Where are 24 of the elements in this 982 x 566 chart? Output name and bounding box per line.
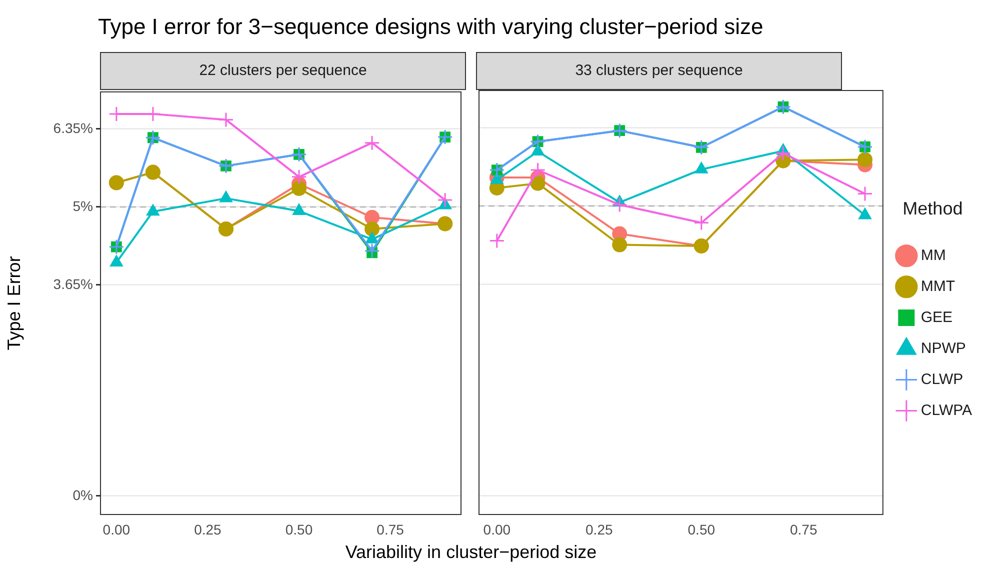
y-axis-title: Type I Error [4, 256, 24, 350]
x-tick-label: 0.50 [285, 521, 313, 538]
x-tick-label: 0.25 [586, 521, 613, 538]
y-tick-label: 3.65% [53, 276, 93, 292]
x-axis-title: Variability in cluster−period size [344, 542, 598, 563]
legend-label: MM [920, 246, 946, 264]
legend-title: Method [902, 198, 963, 219]
y-tick-label: 5% [72, 198, 93, 214]
legend-label: CLWP [920, 370, 964, 388]
x-tick-label: 0.50 [688, 521, 716, 538]
x-tick-label: 0.25 [194, 521, 222, 538]
legend-label: CLWPA [920, 402, 972, 419]
chart-subtitle: 22 clusters per sequence [100, 52, 466, 90]
legend-label: NPWP [920, 340, 966, 357]
y-tick-label: 6.35% [53, 120, 93, 136]
legend-label: MMT [920, 278, 956, 295]
x-tick-label: 0.00 [102, 521, 130, 538]
chart-subtitle: 33 clusters per sequence [476, 52, 842, 90]
x-tick-label: 0.75 [790, 521, 818, 538]
x-tick-label: 0.00 [483, 521, 511, 538]
y-tick-label: 0% [72, 486, 93, 503]
legend-label: GEE [920, 308, 953, 326]
chart-title: Type I error for 3−sequence designs with varying cluster−period size [98, 14, 764, 40]
x-tick-label: 0.75 [376, 521, 404, 538]
